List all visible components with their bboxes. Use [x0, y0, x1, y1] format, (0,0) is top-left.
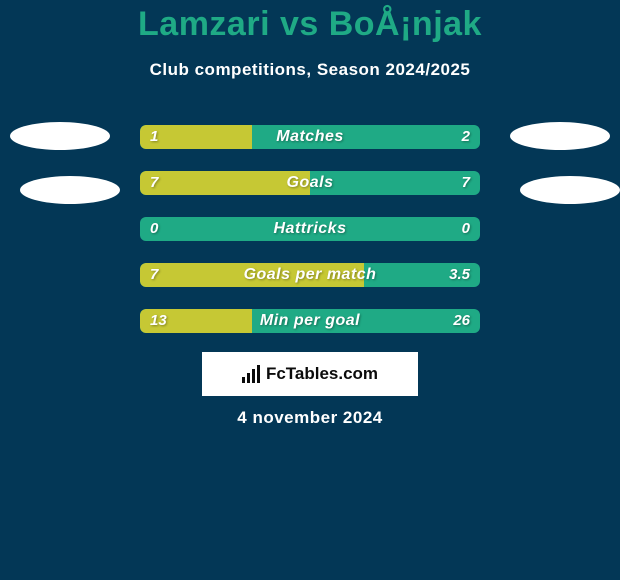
bar-row: 0 Hattricks 0 [140, 217, 480, 241]
bar-row: 1 Matches 2 [140, 125, 480, 149]
bar-label: Min per goal [140, 309, 480, 333]
decor-ellipse [510, 122, 610, 150]
bars-icon [242, 365, 260, 383]
bar-row: 7 Goals per match 3.5 [140, 263, 480, 287]
bar-label: Matches [140, 125, 480, 149]
bar-row: 13 Min per goal 26 [140, 309, 480, 333]
date-label: 4 november 2024 [0, 408, 620, 428]
bar-row: 7 Goals 7 [140, 171, 480, 195]
decor-ellipse [520, 176, 620, 204]
bar-value-right: 7 [462, 171, 470, 195]
logo: FcTables.com [242, 364, 378, 384]
bar-label: Goals [140, 171, 480, 195]
page-title: Lamzari vs BoÅ¡njak [0, 5, 620, 44]
page-subtitle: Club competitions, Season 2024/2025 [0, 60, 620, 80]
comparison-bars: 1 Matches 2 7 Goals 7 0 Hattricks 0 7 Go… [140, 125, 480, 355]
bar-value-right: 26 [453, 309, 470, 333]
background-panel: Lamzari vs BoÅ¡njak Club competitions, S… [0, 0, 620, 580]
bar-label: Goals per match [140, 263, 480, 287]
decor-ellipse [20, 176, 120, 204]
bar-value-right: 2 [462, 125, 470, 149]
bar-value-right: 0 [462, 217, 470, 241]
bar-value-right: 3.5 [449, 263, 470, 287]
decor-ellipse [10, 122, 110, 150]
bar-label: Hattricks [140, 217, 480, 241]
logo-box: FcTables.com [202, 352, 418, 396]
logo-label: FcTables.com [266, 364, 378, 384]
